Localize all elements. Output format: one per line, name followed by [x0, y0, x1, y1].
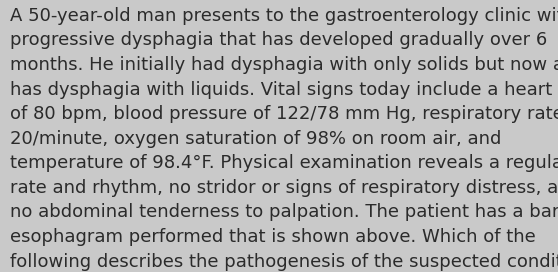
Text: A 50-year-old man presents to the gastroenterology clinic with
progressive dysph: A 50-year-old man presents to the gastro…	[10, 7, 558, 271]
